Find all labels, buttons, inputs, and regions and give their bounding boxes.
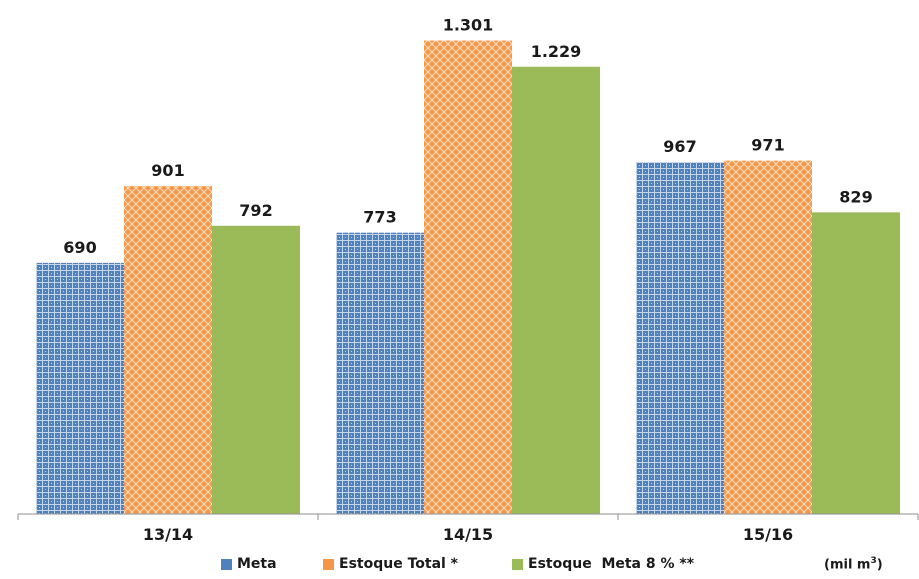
bar-meta-13-14 xyxy=(36,262,124,514)
bar-meta-14-15 xyxy=(336,232,424,514)
category-label-15-16: 15/16 xyxy=(743,525,793,544)
category-labels-group: 13/14 14/15 15/16 xyxy=(143,525,793,544)
unit-label-suffix: ) xyxy=(876,557,883,573)
value-label-estoque-total-14-15: 1.301 xyxy=(443,16,494,35)
value-label-estoque-meta-13-14: 792 xyxy=(239,201,272,220)
bar-estoque-total-14-15 xyxy=(424,40,512,515)
unit-label: (mil m3) xyxy=(824,556,883,572)
legend-label-estoque-total: Estoque Total * xyxy=(339,556,459,572)
x-axis-ticks-group xyxy=(17,514,919,520)
bar-meta-15-16 xyxy=(636,162,724,514)
bar-estoque-meta-14-15 xyxy=(512,66,600,515)
legend-swatch-estoque-total xyxy=(323,558,334,570)
legend: Meta Estoque Total * Estoque Meta 8 % ** xyxy=(0,556,919,578)
value-label-estoque-meta-15-16: 829 xyxy=(839,187,872,206)
legend-item-meta: Meta xyxy=(221,556,277,572)
bars-group xyxy=(36,40,900,515)
value-label-estoque-meta-14-15: 1.229 xyxy=(531,42,582,61)
unit-label-superscript: 3 xyxy=(870,556,877,566)
value-label-estoque-total-13-14: 901 xyxy=(151,161,184,180)
legend-swatch-meta xyxy=(221,558,232,570)
unit-label-text: (mil m xyxy=(824,557,871,573)
value-labels-group: 690 901 792 773 1.301 1.229 967 971 829 xyxy=(63,16,872,257)
value-label-estoque-total-15-16: 971 xyxy=(751,136,784,155)
legend-label-meta: Meta xyxy=(237,556,277,572)
bar-estoque-total-13-14 xyxy=(124,186,212,514)
bar-chart: 690 901 792 773 1.301 1.229 967 971 829 13/14 14/… xyxy=(17,16,919,544)
legend-item-estoque-meta: Estoque Meta 8 % ** xyxy=(512,556,694,572)
value-label-meta-13-14: 690 xyxy=(63,238,96,257)
legend-item-estoque-total: Estoque Total * xyxy=(323,556,458,572)
legend-swatch-estoque-meta xyxy=(512,558,523,570)
category-label-14-15: 14/15 xyxy=(443,525,493,544)
category-label-13-14: 13/14 xyxy=(143,525,193,544)
legend-label-estoque-meta: Estoque Meta 8 % ** xyxy=(528,556,695,572)
bar-estoque-total-15-16 xyxy=(724,160,812,514)
bar-estoque-meta-13-14 xyxy=(212,225,300,515)
bar-estoque-meta-15-16 xyxy=(812,212,900,515)
value-label-meta-15-16: 967 xyxy=(663,137,696,156)
value-label-meta-14-15: 773 xyxy=(363,208,396,227)
